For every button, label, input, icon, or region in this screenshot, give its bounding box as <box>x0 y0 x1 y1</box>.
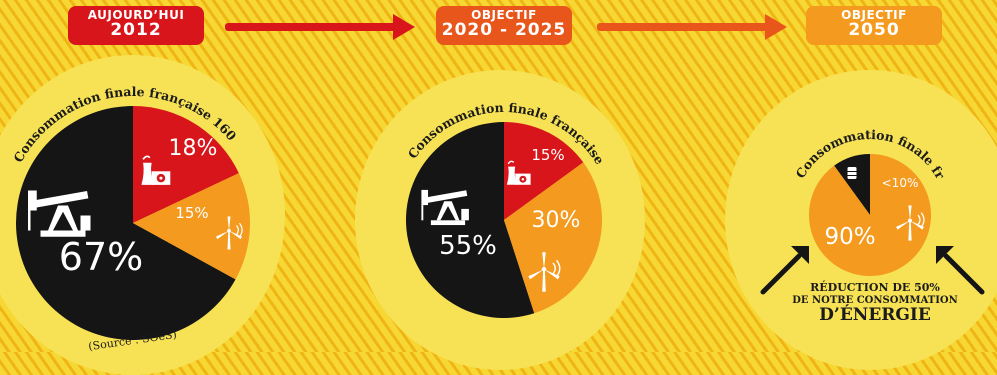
reduction-line-1: RÉDUCTION DE 50% <box>810 281 940 294</box>
timeline-arrow-2-icon <box>597 14 787 40</box>
milestone-2050: OBJECTIF 2050 <box>806 6 942 45</box>
slice-value-label: <10% <box>882 176 919 190</box>
slice-value-label: 67% <box>59 235 143 279</box>
wind-turbine-icon <box>896 205 925 241</box>
right-pointer-arrow-icon <box>936 246 985 295</box>
reduction-callout: RÉDUCTION DE 50% DE NOTRE CONSOMMATION D… <box>790 281 960 326</box>
pie-slice-nuclaire <box>133 106 239 223</box>
pie-chart-1: 67% 18% 15% <box>16 106 250 340</box>
oil-pump-icon <box>28 190 91 237</box>
milestone-year: 2012 <box>110 19 162 40</box>
slice-value-label: 18% <box>169 136 218 161</box>
slice-value-label: 15% <box>531 146 564 164</box>
pie-slice-fossile <box>834 154 870 215</box>
pie-chart-2: 55% 15% 30% <box>406 122 602 318</box>
wind-turbine-icon <box>528 252 561 292</box>
reduction-line-2: DE NOTRE CONSOMMATION <box>792 294 958 306</box>
milestone-year: 2050 <box>848 19 900 40</box>
slice-value-label: 90% <box>824 224 875 250</box>
left-pointer-arrow-icon <box>760 246 809 295</box>
nuclear-plant-icon <box>141 155 171 185</box>
milestone-2020-2025: OBJECTIF 2020 - 2025 <box>436 6 572 45</box>
pie-slice-renouvelable <box>504 162 602 314</box>
slice-value-label: 55% <box>439 231 497 261</box>
pie-slice-renouvelable <box>133 173 250 280</box>
timeline-arrow-1-icon <box>225 14 415 40</box>
slice-value-label: 15% <box>175 204 208 222</box>
milestone-label: OBJECTIF <box>841 8 907 22</box>
milestone-year: 2020 - 2025 <box>441 19 567 40</box>
energy-mix-charts: 67%18%15%Consommation finale française 1… <box>0 0 948 340</box>
reduction-line-3: D’ÉNERGIE <box>819 305 931 326</box>
milestone-2012: AUJOURD’HUI 2012 <box>68 6 204 45</box>
slice-value-label: 30% <box>532 208 581 233</box>
pie-slice-fossile <box>406 122 535 318</box>
milestone-label: AUJOURD’HUI <box>87 8 185 22</box>
pie-slice-renouvelable <box>808 154 931 276</box>
nuclear-plant-icon <box>506 160 531 185</box>
milestone-label: OBJECTIF <box>471 8 537 22</box>
pie-slice-fossile <box>16 106 236 340</box>
wind-turbine-icon <box>215 216 243 250</box>
oil-barrel-icon <box>847 167 857 179</box>
pie-chart-3: <10% 90% <box>808 154 931 276</box>
pie-slice-nuclaire <box>504 122 584 220</box>
